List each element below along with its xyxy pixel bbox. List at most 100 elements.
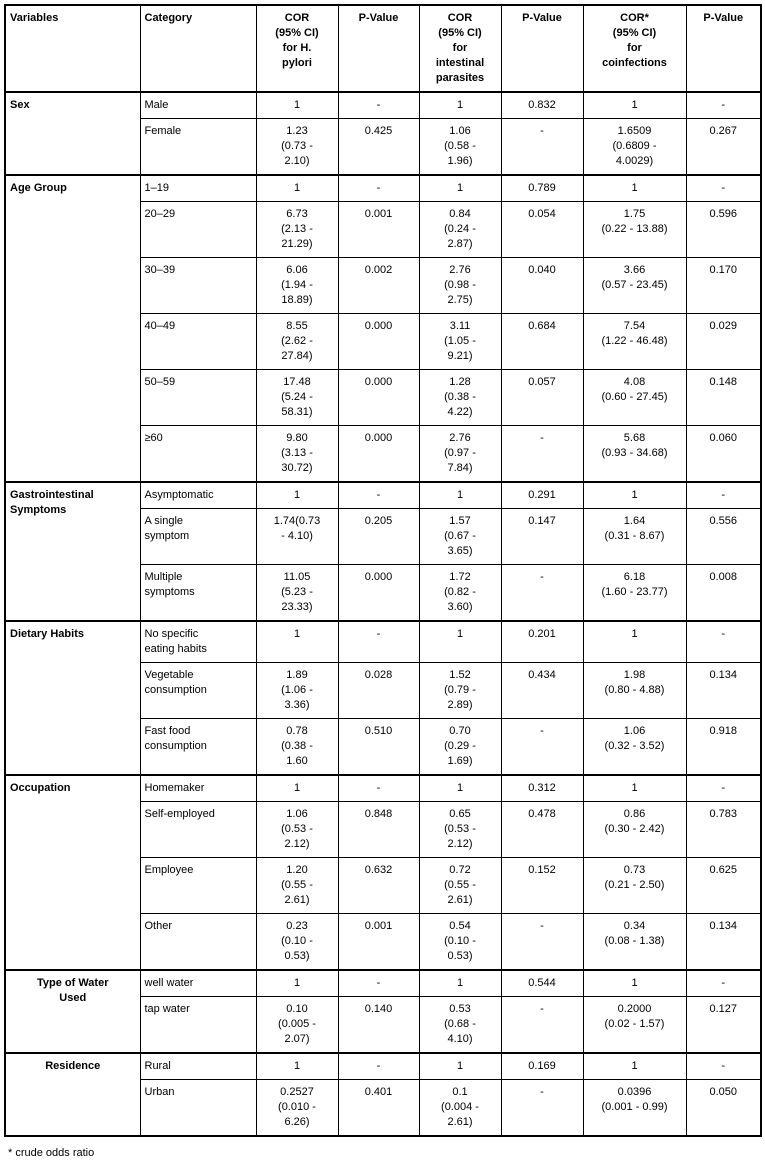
category-cell: Male	[139, 91, 257, 119]
category-cell: 50–59	[139, 369, 257, 426]
value-cell: 1.57 (0.67 - 3.65)	[418, 508, 502, 565]
value-cell: 0.028	[337, 662, 420, 719]
column-header-5: P-Value	[500, 4, 584, 93]
value-cell: 0.134	[685, 662, 762, 719]
value-cell: 1	[418, 774, 502, 802]
value-cell: -	[337, 969, 420, 997]
category-cell: 40–49	[139, 313, 257, 370]
value-cell: 1	[582, 174, 687, 202]
value-cell: 1.20 (0.55 - 2.61)	[255, 857, 339, 914]
value-cell: -	[500, 564, 584, 622]
value-cell: 0.783	[685, 801, 762, 858]
value-cell: 0.170	[685, 257, 762, 314]
category-cell: well water	[139, 969, 257, 997]
value-cell: 1.28 (0.38 - 4.22)	[418, 369, 502, 426]
table-row: Age Group 1–19 1-1 0.789 1-	[4, 174, 762, 483]
value-cell: -	[500, 913, 584, 971]
variable-cell: Occupation	[4, 774, 141, 971]
value-cell: -	[337, 481, 420, 509]
value-cell: 0.2000 (0.02 - 1.57)	[582, 996, 687, 1054]
value-cell: 0.148	[685, 369, 762, 426]
column-header-7: P-Value	[685, 4, 762, 93]
value-cell: 1.06 (0.53 - 2.12)	[255, 801, 339, 858]
value-cell: 3.11 (1.05 - 9.21)	[418, 313, 502, 370]
category-cell: 1–19	[139, 174, 257, 202]
value-cell: 0.434	[500, 662, 584, 719]
category-cell: 30–39	[139, 257, 257, 314]
category-cell: Vegetable consumption	[139, 662, 257, 719]
value-cell: 0.002	[337, 257, 420, 314]
value-cell: 1.64 (0.31 - 8.67)	[582, 508, 687, 565]
value-cell: 1.6509 (0.6809 - 4.0029)	[582, 118, 687, 176]
value-cell: 1	[582, 774, 687, 802]
value-cell: 0.478	[500, 801, 584, 858]
value-cell: 1.52 (0.79 - 2.89)	[418, 662, 502, 719]
value-cell: 1	[418, 91, 502, 119]
table-row: Sex Male 1-1 0.832 1-	[4, 91, 762, 176]
value-cell: 0.000	[337, 564, 420, 622]
value-cell: -	[500, 118, 584, 176]
category-cell: Homemaker	[139, 774, 257, 802]
variable-cell: Age Group	[4, 174, 141, 483]
value-cell: 1	[582, 620, 687, 663]
value-cell: 0.70 (0.29 - 1.69)	[418, 718, 502, 776]
value-cell: 0.73 (0.21 - 2.50)	[582, 857, 687, 914]
table-row: Fast food consumption 0.78 (0.38 - 1.60 0.…	[5, 718, 762, 776]
table-row: Gastrointestinal Symptoms Asymptomatic 1-1…	[4, 481, 762, 622]
value-cell: 0.78 (0.38 - 1.60	[255, 718, 339, 776]
value-cell: 1	[418, 481, 502, 509]
value-cell: 1.89 (1.06 - 3.36)	[255, 662, 339, 719]
value-cell: 0.040	[500, 257, 584, 314]
table-row: Vegetable consumption 1.89 (1.06 - 3.36) 0…	[5, 662, 762, 719]
variable-cell: Sex	[4, 91, 141, 176]
column-header-2: COR (95% CI) for H. pylori	[255, 4, 339, 93]
table-row: A single symptom 1.74(0.73 - 4.10) 0.205 1.…	[5, 508, 762, 565]
value-cell: 0.53 (0.68 - 4.10)	[418, 996, 502, 1054]
table-row: Type of Water Used well water 1-1 0.544 1-	[4, 969, 762, 1054]
value-cell: 6.18 (1.60 - 23.77)	[582, 564, 687, 622]
column-header-3: P-Value	[337, 4, 420, 93]
table-row: 50–59 17.48 (5.24 - 58.31) 0.000 1.28 (0.38…	[5, 369, 762, 426]
value-cell: -	[337, 91, 420, 119]
value-cell: 0.152	[500, 857, 584, 914]
value-cell: 1.74(0.73 - 4.10)	[255, 508, 339, 565]
table-row: Residence Rural 1-1 0.169 1-	[4, 1052, 762, 1137]
value-cell: 1	[255, 774, 339, 802]
category-cell: Female	[139, 118, 257, 176]
value-cell: 0.127	[685, 996, 762, 1054]
value-cell: 0.054	[500, 201, 584, 258]
table-row: Female 1.23 (0.73 - 2.10) 0.425 1.06 (0.58 …	[5, 118, 762, 176]
value-cell: 0.544	[500, 969, 584, 997]
value-cell: 3.66 (0.57 - 23.45)	[582, 257, 687, 314]
variable-cell: Gastrointestinal Symptoms	[4, 481, 141, 622]
value-cell: 1	[255, 1052, 339, 1080]
category-cell: No specific eating habits	[139, 620, 257, 663]
value-cell: 1.23 (0.73 - 2.10)	[255, 118, 339, 176]
value-cell: 0.267	[685, 118, 762, 176]
value-cell: 1	[582, 1052, 687, 1080]
footnote: * crude odds ratio	[8, 1147, 95, 1159]
value-cell: 1.06 (0.58 - 1.96)	[418, 118, 502, 176]
value-cell: 0.556	[685, 508, 762, 565]
value-cell: 0.848	[337, 801, 420, 858]
value-cell: 1	[418, 969, 502, 997]
category-cell: Urban	[139, 1079, 257, 1137]
value-cell: 0.0396 (0.001 - 0.99)	[582, 1079, 687, 1137]
table-row: tap water 0.10 (0.005 - 2.07) 0.140 0.53 (0…	[5, 996, 762, 1054]
value-cell: -	[685, 1052, 762, 1080]
value-cell: 0.000	[337, 313, 420, 370]
value-cell: 1.06 (0.32 - 3.52)	[582, 718, 687, 776]
value-cell: 1.72 (0.82 - 3.60)	[418, 564, 502, 622]
table-row: 30–39 6.06 (1.94 - 18.89) 0.002 2.76 (0.98 …	[5, 257, 762, 314]
value-cell: 9.80 (3.13 - 30.72)	[255, 425, 339, 483]
value-cell: 1.75 (0.22 - 13.88)	[582, 201, 687, 258]
value-cell: 0.201	[500, 620, 584, 663]
value-cell: 1	[255, 91, 339, 119]
value-cell: 1.98 (0.80 - 4.88)	[582, 662, 687, 719]
value-cell: 0.72 (0.55 - 2.61)	[418, 857, 502, 914]
value-cell: 0.050	[685, 1079, 762, 1137]
category-cell: A single symptom	[139, 508, 257, 565]
table-row: Employee 1.20 (0.55 - 2.61) 0.632 0.72 (0.5…	[5, 857, 762, 914]
value-cell: 0.057	[500, 369, 584, 426]
variable-cell: Residence	[4, 1052, 141, 1137]
